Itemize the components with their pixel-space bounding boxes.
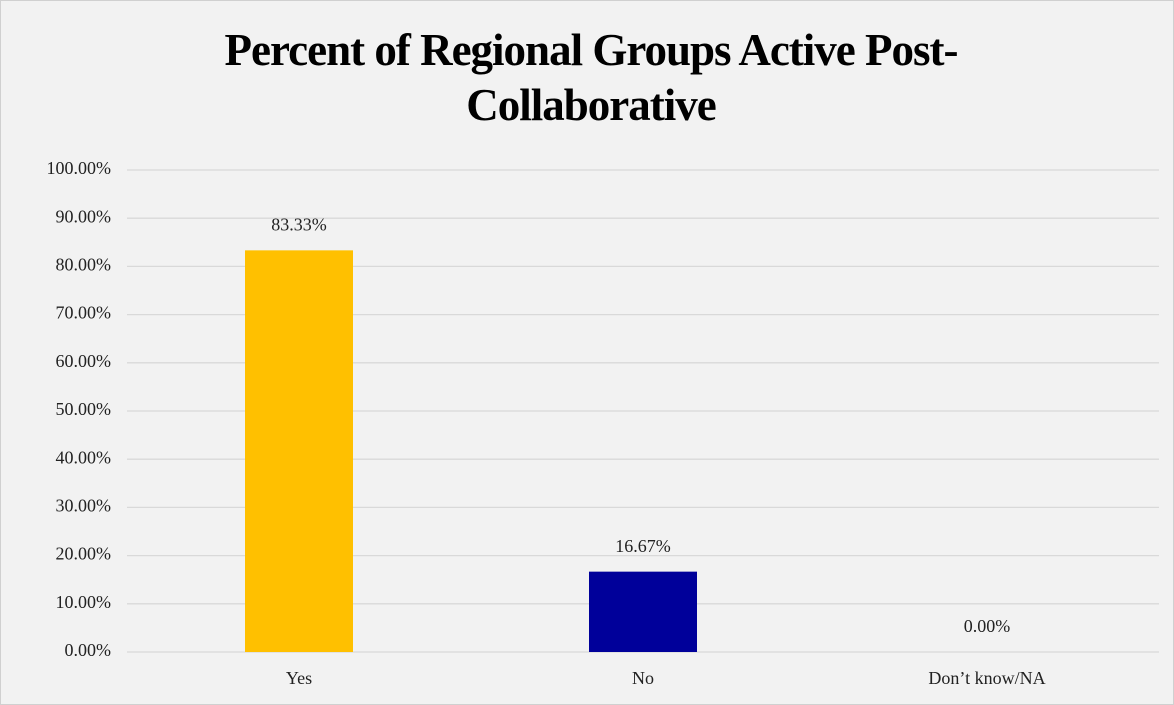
bar [245,250,353,652]
y-tick-label: 0.00% [65,640,112,660]
y-tick-label: 90.00% [56,206,112,226]
data-label: 0.00% [964,616,1011,636]
y-tick-label: 50.00% [56,399,112,419]
chart-title: Percent of Regional Groups Active Post-C… [224,25,959,130]
y-tick-label: 20.00% [56,544,112,564]
data-label: 16.67% [615,536,671,556]
y-tick-label: 80.00% [56,255,112,275]
x-tick-label: No [632,668,654,688]
y-tick-label: 40.00% [56,447,112,467]
data-label: 83.33% [271,214,327,234]
y-tick-label: 10.00% [56,592,112,612]
bar [589,571,697,652]
x-tick-label: Yes [286,668,312,688]
y-tick-label: 100.00% [47,158,112,178]
y-tick-label: 30.00% [56,496,112,516]
y-tick-label: 70.00% [56,303,112,323]
x-tick-label: Don’t know/NA [928,668,1045,688]
y-tick-label: 60.00% [56,351,112,371]
